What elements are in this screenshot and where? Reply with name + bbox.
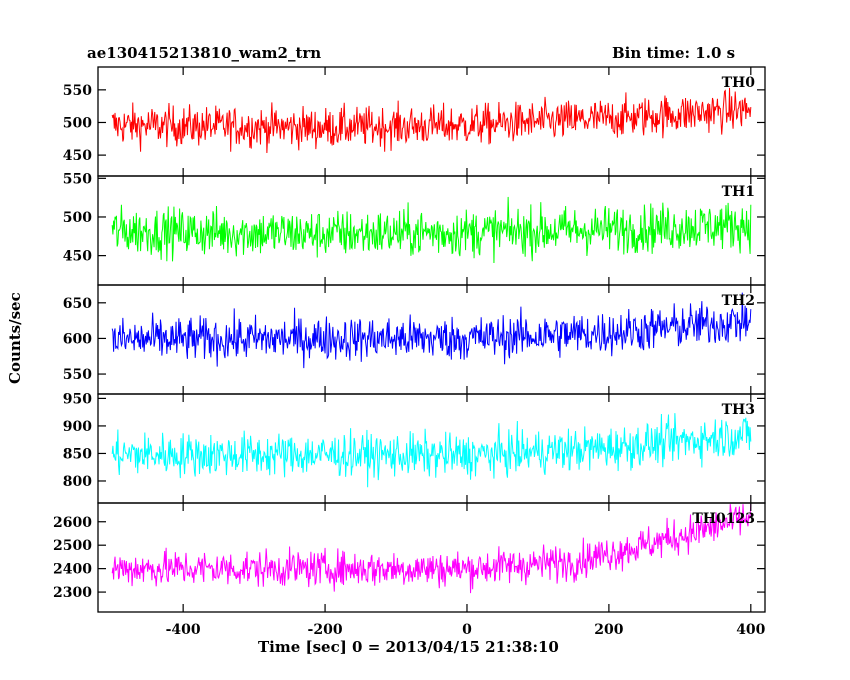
y-tick-label: 550 bbox=[63, 171, 92, 187]
plot-title: ae130415213810_wam2_trn bbox=[87, 44, 322, 62]
y-tick-label: 2500 bbox=[53, 538, 92, 554]
panel-frame-th0123 bbox=[97, 502, 766, 613]
series-line-th2 bbox=[111, 292, 752, 369]
y-tick-label: 550 bbox=[63, 367, 92, 383]
x-axis-label: Time [sec] 0 = 2013/04/15 21:38:10 bbox=[258, 638, 559, 656]
y-tick-label: 900 bbox=[63, 419, 92, 435]
panel-label-th0123: TH0123 bbox=[692, 511, 755, 527]
y-tick-label: 800 bbox=[63, 474, 92, 490]
y-tick-label: 450 bbox=[63, 249, 92, 265]
y-tick-label: 850 bbox=[63, 446, 92, 462]
x-tick-label: 400 bbox=[736, 622, 765, 638]
panel-label-th1: TH1 bbox=[722, 184, 755, 200]
panel-label-th0: TH0 bbox=[722, 75, 756, 91]
y-axis-label: Counts/sec bbox=[6, 292, 24, 384]
y-tick-label: 650 bbox=[63, 296, 92, 312]
x-tick-label: -200 bbox=[308, 622, 343, 638]
panel-label-th3: TH3 bbox=[722, 402, 755, 418]
y-tick-label: 2400 bbox=[53, 562, 92, 578]
series-line-th0123 bbox=[111, 504, 752, 594]
y-tick-label: 550 bbox=[63, 83, 92, 99]
y-tick-label: 950 bbox=[63, 391, 92, 407]
x-tick-label: -400 bbox=[166, 622, 201, 638]
y-tick-label: 500 bbox=[63, 115, 92, 131]
x-tick-label: 0 bbox=[462, 622, 472, 638]
y-tick-label: 500 bbox=[63, 210, 92, 226]
y-tick-label: 2300 bbox=[53, 585, 92, 601]
bin-time-label: Bin time: 1.0 s bbox=[612, 44, 736, 62]
series-line-th3 bbox=[111, 413, 752, 488]
series-line-th1 bbox=[111, 196, 752, 264]
panel-label-th2: TH2 bbox=[722, 293, 755, 309]
series-line-th0 bbox=[111, 87, 752, 154]
y-tick-label: 450 bbox=[63, 148, 92, 164]
y-tick-label: 600 bbox=[63, 331, 92, 347]
x-tick-label: 200 bbox=[594, 622, 623, 638]
y-tick-label: 2600 bbox=[53, 515, 92, 531]
